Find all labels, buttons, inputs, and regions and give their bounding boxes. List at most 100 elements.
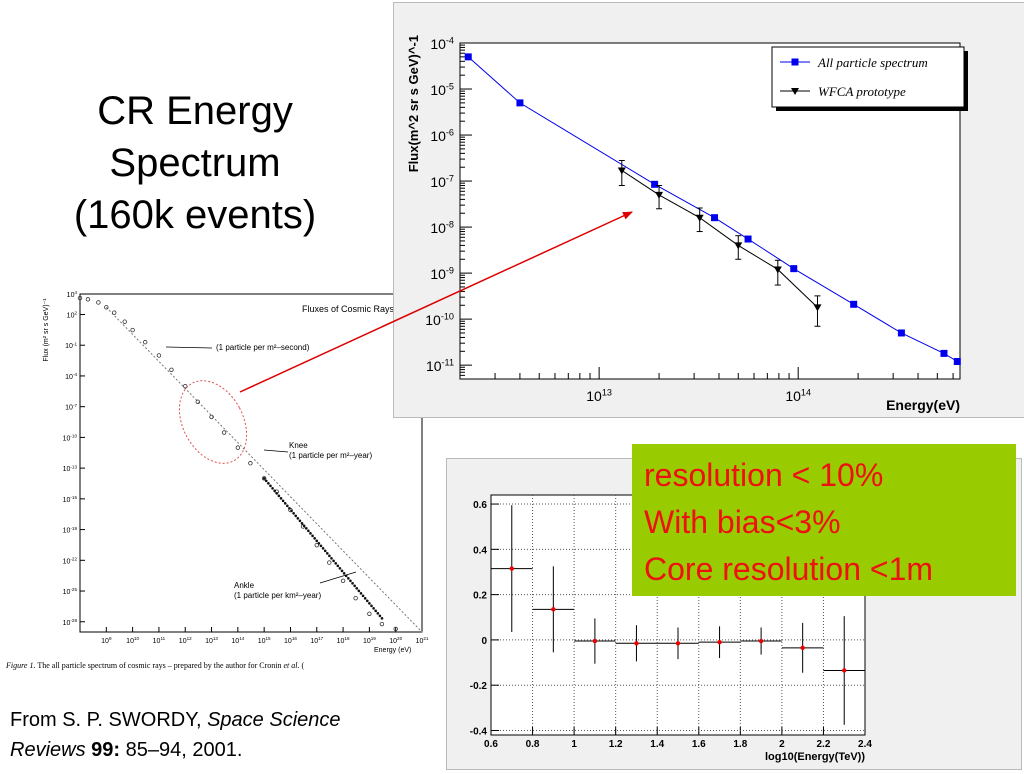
y-tick-label-base: 10 — [63, 528, 71, 535]
annotation-2-title: Knee — [289, 441, 308, 450]
all-particle-point — [516, 99, 524, 107]
y-tick-label: 10-4 — [65, 372, 77, 381]
y-tick-label: 102 — [67, 311, 78, 320]
x-axis-label: Energy(eV) — [886, 397, 960, 413]
flux-point — [122, 319, 127, 324]
flux-point-dense — [300, 522, 304, 525]
bias-point — [592, 638, 598, 644]
y-tick-label: 10-7 — [65, 403, 77, 412]
x-tick-label-exp: 9 — [109, 636, 112, 641]
x-tick-label-exp: 14 — [239, 636, 245, 641]
flux-point-dense — [269, 484, 272, 488]
y-axis-label: Flux(m^2 sr s GeV)^-1 — [406, 35, 421, 172]
y-tick-label: 0.2 — [473, 591, 487, 602]
all-particle-point — [897, 329, 905, 337]
x-tick-label: 1013 — [205, 636, 218, 645]
wfca-point — [734, 242, 743, 250]
x-tick-label-base: 10 — [179, 638, 187, 645]
y-tick-label-base: 10 — [430, 82, 446, 98]
x-axis-label: Energy (eV) — [374, 647, 411, 654]
flux-point-dense — [370, 604, 373, 608]
y-tick-label-base: 10 — [65, 343, 73, 350]
x-tick-label-base: 10 — [231, 638, 239, 645]
flux-point-dense — [283, 502, 287, 505]
all-particle-point — [651, 180, 659, 188]
flux-point — [379, 621, 385, 627]
x-tick-label-base: 10 — [337, 638, 345, 645]
x-tick-label-base: 10 — [785, 388, 801, 404]
flux-point-dense — [317, 542, 321, 545]
y-tick-label-exp: -19 — [70, 526, 77, 531]
x-tick-label-exp: 17 — [318, 636, 324, 641]
bias-point — [758, 638, 764, 644]
flux-point-dense — [267, 482, 270, 485]
flux-point-dense — [273, 489, 276, 493]
citation-volume: 99: — [85, 739, 121, 761]
x-tick-label-base: 10 — [389, 638, 397, 645]
annotation-arrow-3 — [319, 571, 357, 584]
citation: From S. P. SWORDY, Space Science Reviews… — [10, 705, 341, 765]
wfca-point — [773, 266, 782, 274]
y-tick-label: 104 — [67, 290, 78, 299]
y-tick-label-exp: -4 — [446, 35, 454, 45]
flux-point — [142, 339, 148, 345]
flux-point-dense — [262, 477, 266, 480]
all-particle-point — [850, 300, 858, 308]
x-tick-label: 1010 — [126, 636, 139, 645]
figure-caption-text: The all particle spectrum of cosmic rays… — [35, 661, 283, 670]
citation-line-1: From S. P. SWORDY, Space Science — [10, 705, 341, 735]
flux-point-dense — [315, 539, 319, 543]
x-tick-label-exp: 14 — [801, 387, 811, 397]
y-tick-label-exp: -16 — [70, 495, 77, 500]
wfca-point — [813, 304, 822, 312]
y-tick-label-exp: -11 — [442, 358, 454, 368]
flux-point-dense — [338, 567, 342, 570]
y-tick-label: 10-22 — [63, 557, 78, 566]
bias-point — [675, 641, 681, 646]
y-tick-label-base: 10 — [67, 292, 75, 299]
y-tick-label-base: 10 — [430, 36, 446, 52]
flux-point — [156, 353, 162, 358]
y-tick-label-base: 10 — [67, 312, 75, 319]
flux-point-dense — [376, 612, 380, 615]
flux-point — [248, 461, 253, 466]
x-tick-label-exp: 18 — [344, 636, 350, 641]
x-tick-label-exp: 13 — [213, 636, 219, 641]
x-tick-label: 1013 — [586, 387, 612, 404]
y-tick-label-exp: -1 — [73, 341, 78, 346]
y-tick-label-base: 10 — [430, 266, 446, 282]
y-tick-label-base: 10 — [63, 558, 71, 565]
x-tick-label-base: 10 — [284, 638, 292, 645]
flux-point-dense — [374, 609, 377, 613]
flux-point — [327, 560, 332, 565]
x-tick-label-base: 10 — [153, 638, 161, 645]
flux-point-dense — [286, 504, 289, 508]
annotation-arrow-2 — [263, 449, 289, 453]
flux-point — [235, 445, 241, 450]
y-tick-label-exp: -9 — [446, 266, 454, 276]
all-particle-point — [940, 349, 948, 357]
y-tick-label: -0.2 — [470, 681, 488, 692]
x-tick-label-exp: 19 — [371, 636, 377, 641]
x-tick-label: 2.4 — [858, 739, 872, 750]
citation-journal-part1: Space Science — [207, 709, 341, 731]
wfca-point — [695, 214, 704, 222]
y-tick-label-exp: -6 — [446, 127, 454, 137]
flux-point-dense — [319, 544, 323, 548]
highlight-ellipse — [178, 380, 248, 464]
x-tick-label-base: 10 — [258, 638, 266, 645]
flux-point — [314, 542, 319, 548]
flux-point-dense — [296, 517, 300, 520]
y-tick-label-base: 10 — [63, 497, 71, 504]
x-tick-label: 1020 — [389, 636, 402, 645]
figure-caption-tail: ( — [299, 661, 304, 670]
y-tick-label-exp: -7 — [73, 403, 78, 408]
x-tick-label: 1.8 — [733, 739, 747, 750]
flux-point-dense — [334, 562, 338, 565]
x-tick-label: 0.8 — [526, 739, 540, 750]
flux-point-dense — [313, 537, 316, 540]
y-tick-label-exp: -8 — [446, 219, 454, 229]
flux-point-dense — [292, 512, 295, 515]
all-particle-point — [744, 235, 752, 243]
y-tick-label: -0.4 — [470, 726, 488, 737]
